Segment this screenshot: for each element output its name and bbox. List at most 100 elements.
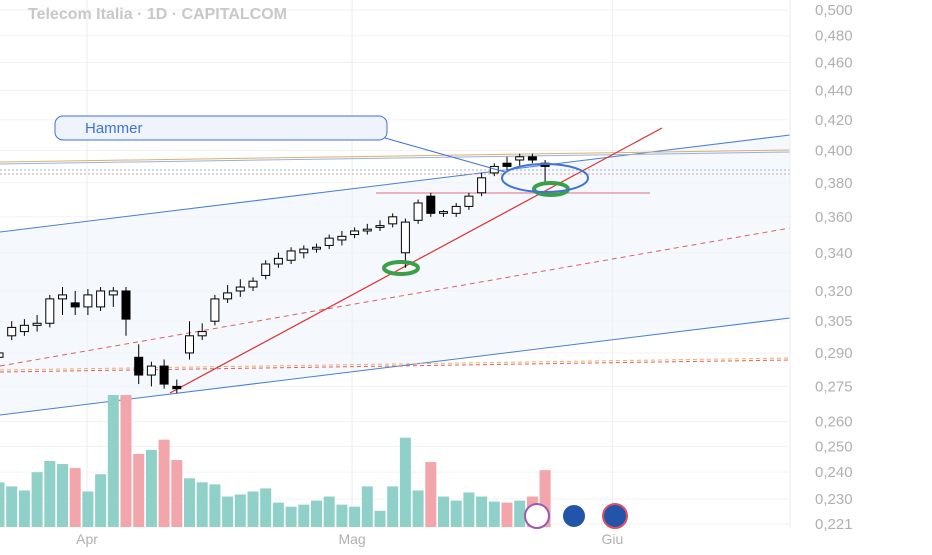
volume-bar: [349, 506, 361, 527]
y-tick-label: 0,400: [815, 142, 853, 159]
x-tick-label: Apr: [76, 531, 98, 547]
y-tick-label: 0,340: [815, 245, 853, 262]
candle-body: [527, 156, 537, 161]
volume-bar: [298, 504, 310, 527]
volume-bar: [222, 496, 234, 527]
y-tick-label: 0,360: [815, 209, 853, 226]
candle-body: [19, 324, 29, 333]
candle-body: [70, 302, 80, 308]
volume-bar: [196, 482, 208, 527]
y-tick-label: 0,290: [815, 345, 853, 362]
volume-bar: [336, 504, 348, 527]
y-tick-label: 0,305: [815, 313, 853, 330]
y-tick-label: 0,500: [815, 2, 853, 19]
y-tick-label: 0,440: [815, 82, 853, 99]
callout-text: Hammer: [85, 120, 143, 137]
candle-body: [477, 177, 487, 194]
volume-bar: [387, 486, 399, 527]
highlight-ellipse: [501, 163, 589, 193]
candle-body: [337, 235, 347, 241]
y-tick-label: 0,260: [815, 414, 853, 431]
x-tick-label: Mag: [338, 531, 365, 547]
volume-bar: [425, 462, 437, 527]
candle-body: [388, 216, 398, 225]
y-tick-label: 0,240: [815, 464, 853, 481]
candle-body: [172, 385, 182, 390]
volume-bar: [69, 468, 81, 527]
volume-bar: [374, 510, 386, 527]
callout-pointer: [384, 137, 506, 173]
volume-bar: [311, 500, 322, 527]
candle-body: [45, 298, 55, 324]
volume-bar: [44, 461, 56, 527]
candle-body: [223, 292, 233, 300]
candle-body: [7, 326, 17, 337]
candle-body: [375, 225, 385, 228]
y-tick-label: 0,320: [815, 283, 853, 300]
y-tick-label: 0,250: [815, 438, 853, 455]
candle-body: [146, 365, 156, 376]
callout-box: [54, 115, 388, 141]
volume-bar: [260, 488, 272, 527]
y-tick-label: 0,380: [815, 175, 853, 192]
candle-body: [273, 257, 283, 265]
volume-bar: [463, 492, 475, 527]
volume-bar: [6, 486, 18, 527]
volume-bar: [57, 464, 68, 527]
chart-title: Telecom Italia · 1D · CAPITALCOM: [28, 6, 287, 23]
x-tick-label: Giu: [602, 531, 624, 547]
y-axis: 0,500 0,480 0,460 0,440 0,420 0,400 0,380 0,360…: [815, 2, 853, 533]
candle-body: [96, 290, 106, 308]
candle-body: [350, 230, 360, 236]
candle-body: [464, 195, 474, 207]
volume-bar: [0, 482, 5, 527]
volume-bar: [539, 470, 551, 527]
channel-mid: [0, 227, 791, 367]
candle-body: [58, 294, 67, 300]
volume-bar: [272, 502, 284, 527]
channel-top: [0, 134, 791, 233]
candle-body: [108, 290, 118, 296]
marker-circle: [382, 260, 420, 276]
volume-bar: [438, 496, 449, 527]
candle-body: [83, 294, 93, 308]
candle-body: [312, 246, 321, 250]
volume-bar: [514, 500, 526, 527]
level-line: [0, 151, 791, 165]
volume-bar: [488, 501, 500, 527]
y-tick-label: 0,221: [815, 516, 853, 533]
candle-body: [439, 211, 448, 214]
y-tick-label: 0,480: [815, 28, 853, 45]
volume-bar: [450, 500, 462, 527]
volume-bar: [184, 478, 195, 527]
volume-bar: [158, 439, 170, 527]
volume-bar: [476, 496, 488, 527]
candle-body: [185, 335, 194, 354]
volume-bar: [120, 395, 132, 527]
volume-bar: [412, 490, 424, 527]
candle-body: [248, 280, 258, 288]
candle-body: [197, 331, 207, 337]
candle-body: [451, 205, 461, 214]
y-tick-label: 0,275: [815, 378, 853, 395]
x-axis: Apr Mag Giu: [76, 531, 623, 547]
volume-bar: [234, 494, 246, 527]
y-tick-label: 0,460: [815, 54, 853, 71]
candle-body: [121, 290, 131, 320]
candle-body: [159, 365, 169, 385]
candle-body: [261, 263, 271, 276]
volume-bar: [95, 474, 107, 527]
volumes: [0, 395, 551, 527]
candle-body: [210, 298, 220, 322]
level-line: [0, 357, 791, 371]
volume-bar: [247, 491, 259, 527]
level-line: [0, 359, 791, 373]
level-line: [0, 149, 791, 163]
volume-bar: [501, 502, 513, 527]
candle-body: [502, 162, 512, 167]
candle-body: [286, 250, 296, 261]
volume-bar: [171, 459, 183, 527]
y-tick-label: 0,230: [815, 491, 853, 508]
